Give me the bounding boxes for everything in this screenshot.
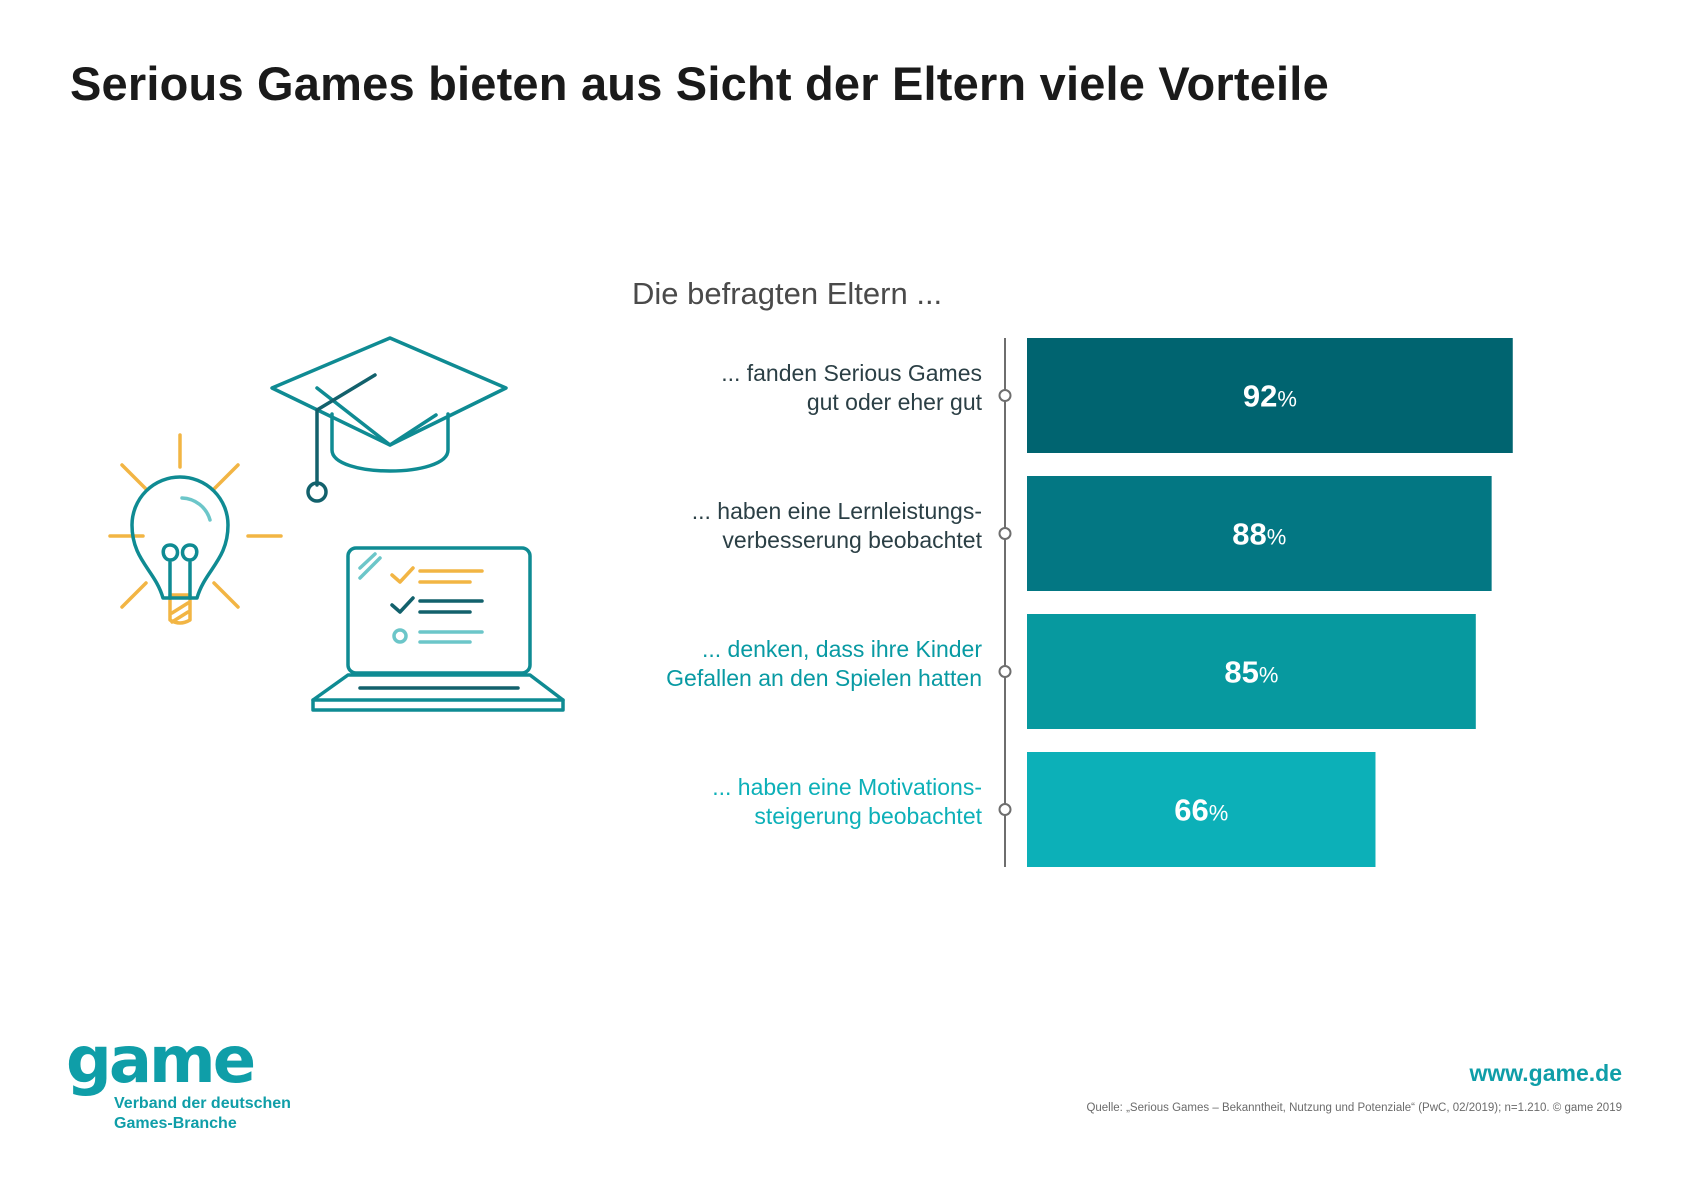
bar [1027, 476, 1492, 591]
game-logo: game [66, 1030, 257, 1098]
lightbulb-icon [108, 433, 283, 625]
category-label: ... haben eine Lernleistungs- [692, 498, 982, 524]
axis-marker [998, 803, 1012, 816]
chart-subtitle: Die befragten Eltern ... [632, 276, 943, 311]
category-label: verbesserung beobachtet [722, 527, 982, 553]
graduation-cap-icon [270, 336, 508, 503]
chart-title: Serious Games bieten aus Sicht der Elter… [70, 57, 1329, 110]
bar-chart: 92% ... fanden Serious Games gut oder eher… [666, 338, 1513, 867]
bar [1027, 614, 1476, 729]
svg-text:game: game [66, 1030, 254, 1098]
category-label: Gefallen an den Spielen hatten [666, 665, 982, 691]
bar-value-label: 66% [1174, 793, 1228, 828]
axis-marker [998, 527, 1012, 540]
website-link[interactable]: www.game.de [1469, 1060, 1622, 1086]
bar-value-label: 88% [1232, 517, 1286, 552]
category-label: gut oder eher gut [807, 389, 983, 415]
source-note: Quelle: „Serious Games – Bekanntheit, Nu… [1086, 1102, 1622, 1114]
logo-tagline-line: Games-Branche [114, 1115, 237, 1132]
bar [1027, 752, 1376, 867]
axis-marker [998, 665, 1012, 678]
bar-value-label: 85% [1224, 655, 1278, 690]
laptop-checklist-icon [311, 546, 565, 712]
logo-tagline-line: Verband der deutschen [114, 1095, 291, 1112]
illustration [108, 336, 565, 712]
axis-marker [998, 389, 1012, 402]
category-label: steigerung beobachtet [754, 803, 982, 829]
category-label: ... denken, dass ihre Kinder [702, 636, 982, 662]
category-label: ... haben eine Motivations- [712, 774, 982, 800]
logo-tagline: Verband der deutschen Games-Branche [114, 1094, 291, 1134]
bar [1027, 338, 1513, 453]
bar-value-label: 92% [1243, 379, 1297, 414]
category-label: ... fanden Serious Games [721, 360, 982, 386]
